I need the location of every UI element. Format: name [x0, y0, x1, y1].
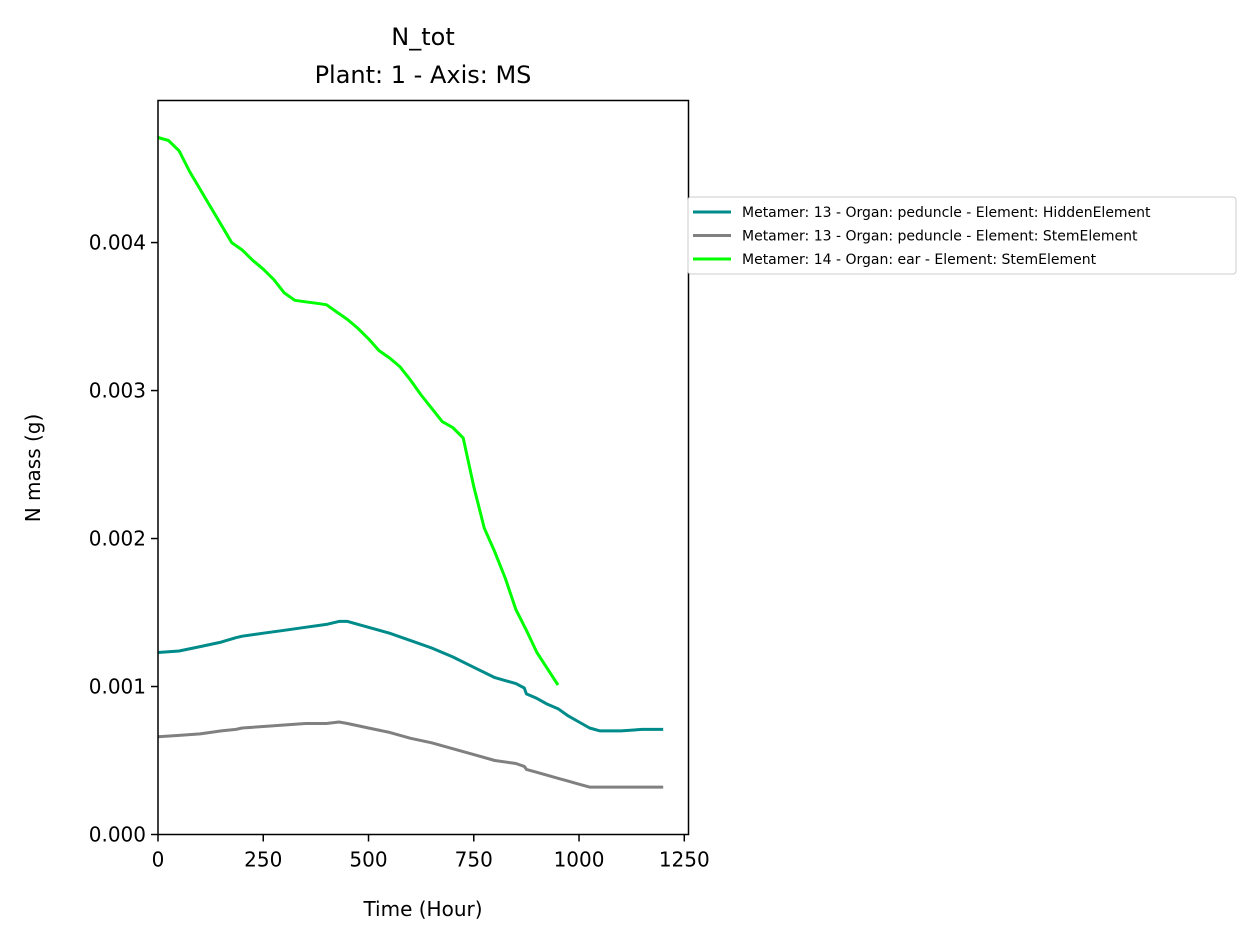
x-tick-label: 1250	[659, 848, 710, 872]
legend-label-1: Metamer: 13 - Organ: peduncle - Element:…	[742, 205, 1151, 221]
legend-label-2: Metamer: 13 - Organ: peduncle - Element:…	[742, 229, 1138, 245]
y-tick-label: 0.004	[89, 231, 146, 255]
x-axis: 0 250 500 750 1000 1250	[152, 834, 710, 872]
plot-lines	[157, 136, 664, 789]
x-tick-label: 0	[152, 848, 165, 872]
series-line-1	[157, 619, 664, 733]
y-axis-label: N mass (g)	[21, 414, 45, 523]
series-line-2	[157, 720, 664, 789]
y-tick-label: 0.003	[89, 379, 146, 403]
x-tick-label: 500	[349, 848, 387, 872]
legend-label-3: Metamer: 14 - Organ: ear - Element: Stem…	[742, 252, 1097, 268]
y-axis: 0.000 0.001 0.002 0.003 0.004	[89, 231, 158, 847]
x-tick-label: 250	[244, 848, 282, 872]
x-tick-label: 1000	[554, 848, 605, 872]
legend: Metamer: 13 - Organ: peduncle - Element:…	[687, 196, 1237, 275]
y-tick-label: 0.001	[89, 675, 146, 699]
y-tick-label: 0.002	[89, 527, 146, 551]
y-tick-label: 0.000	[89, 823, 146, 847]
plot-frame	[157, 99, 690, 836]
chart-subtitle: Plant: 1 - Axis: MS	[315, 61, 532, 89]
x-axis-label: Time (Hour)	[362, 897, 482, 921]
legend-box	[687, 196, 1237, 275]
x-tick-label: 750	[455, 848, 493, 872]
chart-title: N_tot	[391, 23, 454, 51]
series-line-3	[157, 136, 560, 686]
